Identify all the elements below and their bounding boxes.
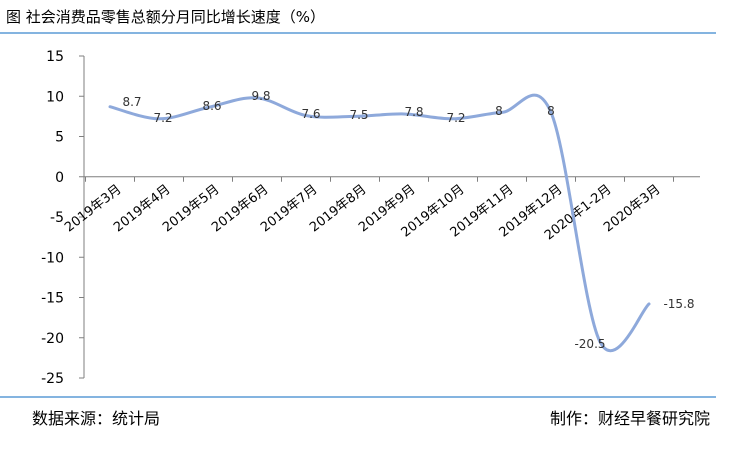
y-tick-label: 5 [55,130,64,146]
data-label: 8.6 [202,99,221,113]
y-tick-label: -25 [41,371,64,387]
y-tick-label: -15 [41,291,64,307]
y-tick-label: -20 [41,331,64,347]
series-line [108,93,651,353]
data-label: 8 [495,104,503,118]
data-source: 数据来源：统计局 [32,409,161,428]
data-label: 8 [547,104,555,118]
credit: 制作：财经早餐研究院 [549,409,710,428]
data-label: 7.8 [404,105,423,119]
chart-title: 图 社会消费品零售总额分月同比增长速度（%） [6,8,326,26]
y-tick-label: -5 [50,210,64,226]
data-labels: 8.7 7.2 8.6 9.8 7.6 7.5 7.8 7.2 8 8 -20.5 -15.8 [122,89,694,351]
data-label: -20.5 [574,337,605,351]
data-label: 7.6 [301,107,320,121]
y-tick-label: 15 [46,49,64,65]
data-point [109,105,112,108]
data-label: 7.2 [153,111,172,125]
data-label: -15.8 [663,297,694,311]
data-label: 8.7 [122,95,141,109]
data-label: 7.2 [446,111,465,125]
y-tick-label: 0 [55,170,64,186]
data-point [648,302,651,305]
data-label: 9.8 [251,89,270,103]
series [108,93,651,353]
y-axis: 15 10 5 0 -5 -10 -15 -20 -25 [41,49,85,387]
y-tick-label: 10 [46,89,64,105]
data-label: 7.5 [349,108,368,122]
y-tick-label: -10 [41,250,64,266]
x-axis: 2019年3月2019年4月2019年5月2019年6月2019年7月2019年… [62,176,700,243]
